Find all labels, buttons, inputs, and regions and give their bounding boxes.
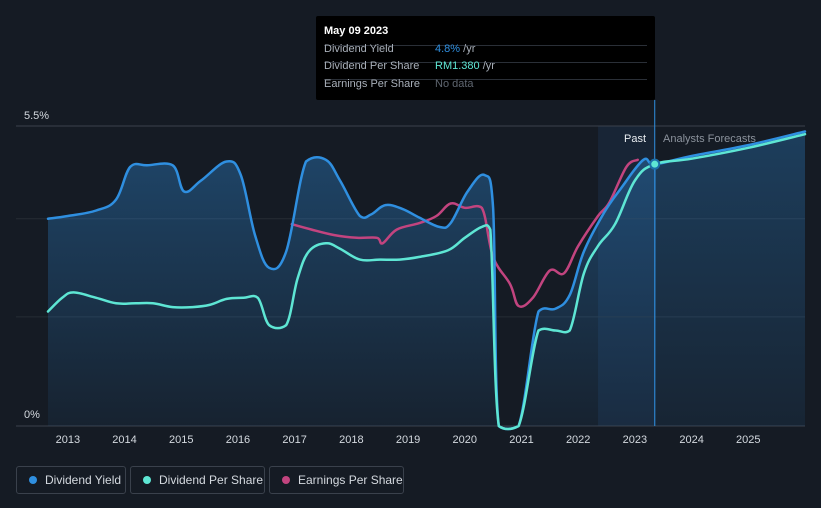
forecast-label: Analysts Forecasts xyxy=(663,133,756,145)
dividend-per-share-line xyxy=(46,132,807,431)
highlight-marker xyxy=(649,158,661,170)
y-tick-label-top: 5.5% xyxy=(24,110,49,122)
x-tick-label: 2023 xyxy=(623,434,647,446)
dividend-yield-line xyxy=(46,130,807,431)
x-tick-label: 2016 xyxy=(226,434,250,446)
x-axis: 2013 2014 2015 2016 2017 2018 2019 2020 2021 2022… xyxy=(56,434,761,446)
x-tick-label: 2024 xyxy=(679,434,703,446)
earnings-per-share-line xyxy=(290,158,639,308)
legend-earnings-per-share[interactable]: Earnings Per Share xyxy=(269,466,404,494)
tooltip-row-earnings-per-share: Earnings Per Share No data xyxy=(324,78,648,96)
x-tick-label: 2019 xyxy=(396,434,420,446)
tooltip-value: RM1.380 /yr xyxy=(435,60,495,72)
tooltip-row-dividend-yield: Dividend Yield 4.8% /yr xyxy=(324,43,648,61)
legend-label: Earnings Per Share xyxy=(298,473,403,487)
y-tick-label-bottom: 0% xyxy=(24,409,40,421)
legend-dot-icon xyxy=(29,476,37,484)
legend-label: Dividend Yield xyxy=(45,473,122,487)
tooltip: May 09 2023 Dividend Yield 4.8% /yr Divi… xyxy=(316,16,655,100)
tooltip-divider xyxy=(324,79,647,80)
x-tick-label: 2014 xyxy=(112,434,136,446)
tooltip-value: No data xyxy=(435,78,474,90)
x-tick-label: 2025 xyxy=(736,434,760,446)
legend-dividend-yield[interactable]: Dividend Yield xyxy=(16,466,126,494)
tooltip-value: 4.8% /yr xyxy=(435,43,476,55)
x-tick-label: 2017 xyxy=(282,434,306,446)
x-tick-label: 2022 xyxy=(566,434,590,446)
tooltip-row-dividend-per-share: Dividend Per Share RM1.380 /yr xyxy=(324,60,648,78)
tooltip-label: Dividend Per Share xyxy=(324,60,420,72)
past-label: Past xyxy=(624,133,646,145)
dividend-yield-area xyxy=(48,157,656,429)
x-tick-label: 2013 xyxy=(56,434,80,446)
tooltip-date: May 09 2023 xyxy=(324,25,389,37)
forecast-area xyxy=(655,131,805,426)
tooltip-label: Earnings Per Share xyxy=(324,78,420,90)
legend-dividend-per-share[interactable]: Dividend Per Share xyxy=(130,466,265,494)
x-tick-label: 2020 xyxy=(453,434,477,446)
legend-dot-icon xyxy=(143,476,151,484)
tooltip-divider xyxy=(324,62,647,63)
legend-label: Dividend Per Share xyxy=(159,473,264,487)
tooltip-divider xyxy=(324,45,647,46)
x-tick-label: 2018 xyxy=(339,434,363,446)
x-tick-label: 2015 xyxy=(169,434,193,446)
tooltip-label: Dividend Yield xyxy=(324,43,394,55)
legend-dot-icon xyxy=(282,476,290,484)
x-tick-label: 2021 xyxy=(509,434,533,446)
